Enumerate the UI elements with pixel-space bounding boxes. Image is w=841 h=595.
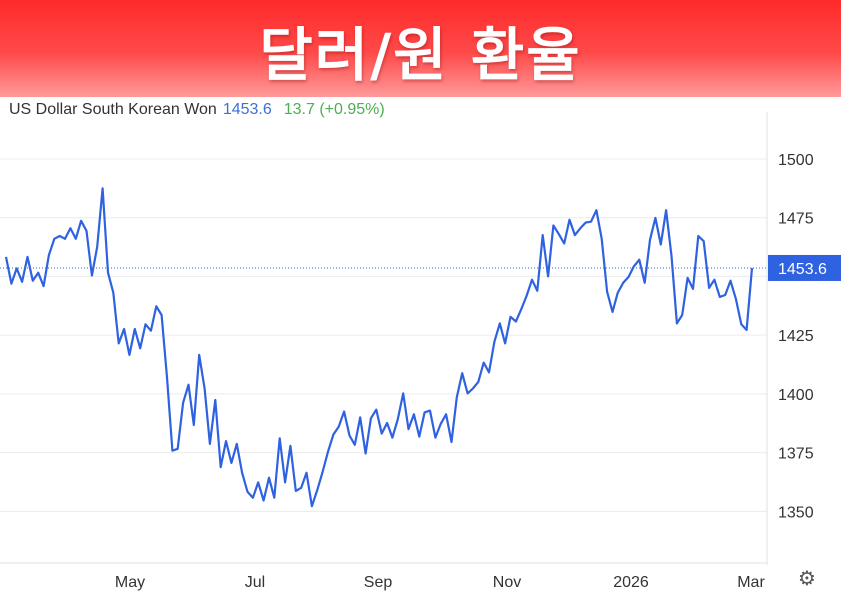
last-value-tag-label: 1453.6 [778, 261, 827, 278]
last-value-tag: 1453.6 [768, 254, 841, 281]
banner-title: 달러/원 환율 [259, 21, 582, 89]
last-value-tag-bg [768, 254, 841, 281]
series-group [4, 187, 754, 508]
title-banner: 달러/원 환율 [0, 0, 841, 97]
x-tick-label: May [115, 574, 145, 591]
change-value: 13.7 (+0.95%) [283, 101, 385, 118]
chart-header: US Dollar South Korean Won 1453.6 13.7 (+0… [9, 101, 385, 119]
grid-lines [0, 158, 767, 512]
y-tick-label: 1425 [778, 328, 814, 345]
y-tick-label: 1400 [778, 387, 814, 404]
x-axis-ticks: May Jul Sep Nov 2026 Mar [115, 574, 766, 591]
series-line [4, 187, 754, 508]
y-axis-ticks: 1350 1375 1400 1425 1475 1500 [778, 152, 814, 521]
x-tick-label: Sep [364, 574, 393, 591]
x-tick-label: Jul [245, 574, 265, 591]
last-value: 1453.6 [222, 101, 272, 118]
gear-icon[interactable]: ⚙ [798, 566, 816, 590]
y-tick-label: 1475 [778, 211, 814, 228]
y-tick-label: 1375 [778, 446, 814, 463]
x-tick-label: Nov [493, 574, 521, 591]
x-tick-label: Mar [737, 574, 765, 591]
series-name: US Dollar South Korean Won [9, 101, 217, 118]
y-tick-label: 1350 [778, 504, 814, 521]
y-tick-label: 1500 [778, 152, 814, 169]
x-tick-label: 2026 [613, 574, 649, 591]
